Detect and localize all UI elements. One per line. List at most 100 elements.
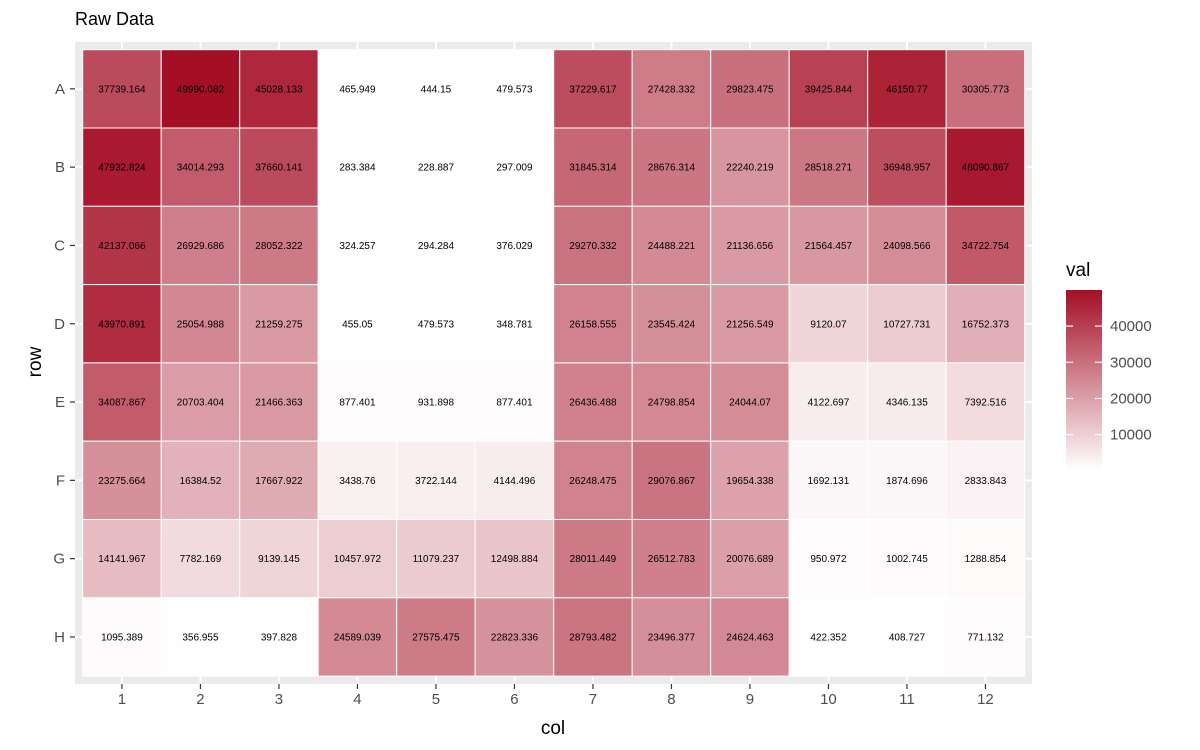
cell-label-F-11: 1874.696	[886, 476, 928, 487]
cell-label-D-9: 21256.549	[726, 319, 774, 330]
cell-label-F-12: 2833.843	[965, 476, 1007, 487]
tile-A-11	[867, 49, 947, 129]
tile-E-8	[631, 362, 712, 442]
cell-label-C-4: 324.257	[339, 241, 376, 252]
cell-label-B-2: 34014.293	[177, 163, 225, 174]
x-tick-label: 9	[746, 691, 754, 708]
tile-B-5	[396, 127, 476, 207]
tile-G-10	[788, 519, 869, 599]
tile-C-9	[710, 205, 790, 286]
x-tick-label: 10	[820, 691, 837, 708]
legend-break-label: 20000	[1110, 390, 1152, 407]
tile-E-4	[317, 362, 398, 442]
cell-label-H-9: 24624.463	[726, 632, 774, 643]
x-axis-title: col	[541, 718, 565, 739]
cell-label-E-10: 4122.697	[808, 398, 850, 409]
cell-label-D-11: 10727.731	[883, 319, 931, 330]
legend-colorbar	[1066, 290, 1102, 470]
x-tick-label: 6	[510, 691, 518, 708]
cell-label-C-3: 28052.322	[255, 241, 303, 252]
legend-break-label: 40000	[1110, 318, 1152, 335]
tile-C-12	[945, 205, 1026, 286]
x-tick-label: 3	[275, 691, 283, 708]
cell-label-C-12: 34722.754	[962, 241, 1010, 252]
tile-B-9	[710, 127, 790, 207]
tile-B-1	[82, 127, 162, 207]
cell-label-A-6: 479.573	[496, 84, 533, 95]
y-tick-label: E	[55, 394, 65, 411]
x-axis: 1 2 3 4 5 6 7 8 9 10 11 12	[118, 684, 994, 708]
tile-C-10	[788, 205, 869, 286]
cell-label-E-12: 7392.516	[965, 398, 1007, 409]
tile-F-2	[160, 440, 241, 521]
cell-label-H-1: 1095.389	[101, 632, 143, 643]
cell-label-A-3: 45028.133	[255, 84, 303, 95]
cell-label-B-11: 36948.957	[883, 163, 931, 174]
cell-label-H-6: 22823.336	[491, 632, 539, 643]
cell-label-D-1: 43970.891	[98, 319, 146, 330]
tile-F-12	[945, 440, 1026, 521]
cell-label-G-12: 1288.854	[965, 554, 1007, 565]
tile-A-6	[474, 49, 555, 129]
cell-label-D-12: 16752.373	[962, 319, 1010, 330]
tile-B-3	[239, 127, 319, 207]
cell-label-B-5: 228.887	[418, 163, 455, 174]
tile-C-6	[474, 205, 555, 286]
cell-label-E-4: 877.401	[339, 398, 376, 409]
cell-label-A-10: 39425.844	[805, 84, 853, 95]
cell-label-C-11: 24098.566	[883, 241, 931, 252]
tile-D-3	[239, 284, 319, 364]
tile-H-10	[788, 597, 869, 677]
tile-H-11	[867, 597, 947, 677]
cell-label-G-10: 950.972	[810, 554, 847, 565]
cell-label-F-6: 4144.496	[494, 476, 536, 487]
tile-B-6	[474, 127, 555, 207]
tile-A-3	[239, 49, 319, 129]
tile-E-3	[239, 362, 319, 442]
cell-label-G-6: 12498.884	[491, 554, 539, 565]
chart-title: Raw Data	[75, 9, 155, 29]
cell-label-F-8: 29076.867	[648, 476, 696, 487]
tile-A-10	[788, 49, 869, 129]
tile-F-3	[239, 440, 319, 521]
tile-A-4	[317, 49, 398, 129]
x-tick-label: 8	[667, 691, 675, 708]
cell-label-D-5: 479.573	[418, 319, 455, 330]
cell-label-G-7: 28011.449	[570, 554, 617, 565]
cell-label-D-8: 23545.424	[648, 319, 696, 330]
tile-A-2	[160, 49, 241, 129]
cell-label-E-7: 26436.488	[569, 398, 617, 409]
y-axis: A B C D E F G H	[53, 81, 75, 646]
cell-label-G-1: 14141.967	[98, 554, 146, 565]
cell-label-B-3: 37660.141	[255, 163, 303, 174]
tile-H-4	[317, 597, 398, 677]
cell-label-H-7: 28793.482	[569, 632, 617, 643]
cell-label-B-6: 297.009	[496, 163, 533, 174]
x-tick-label: 4	[353, 691, 361, 708]
tile-H-2	[160, 597, 241, 677]
cell-label-A-8: 27428.332	[648, 84, 696, 95]
cell-label-G-3: 9139.145	[258, 554, 300, 565]
tile-F-1	[82, 440, 162, 521]
y-tick-label: C	[54, 237, 65, 254]
y-axis-title: row	[25, 346, 46, 377]
tile-F-9	[710, 440, 790, 521]
cell-label-E-9: 24044.07	[729, 398, 771, 409]
cell-label-D-3: 21259.275	[255, 319, 303, 330]
cell-label-D-2: 25054.988	[177, 319, 225, 330]
cell-label-H-5: 27575.475	[412, 632, 460, 643]
x-tick-label: 5	[432, 691, 440, 708]
cell-label-H-12: 771.132	[967, 632, 1004, 643]
cell-label-G-9: 20076.689	[726, 554, 774, 565]
cell-label-C-10: 21564.457	[805, 241, 853, 252]
tile-E-5	[396, 362, 476, 442]
cell-label-D-7: 26158.555	[569, 319, 617, 330]
tile-C-1	[82, 205, 162, 286]
cell-label-E-8: 24798.854	[648, 398, 696, 409]
tile-E-12	[945, 362, 1026, 442]
cell-label-A-11: 46150.77	[886, 84, 928, 95]
cell-label-C-1: 42137.066	[98, 241, 146, 252]
tile-G-4	[317, 519, 398, 599]
